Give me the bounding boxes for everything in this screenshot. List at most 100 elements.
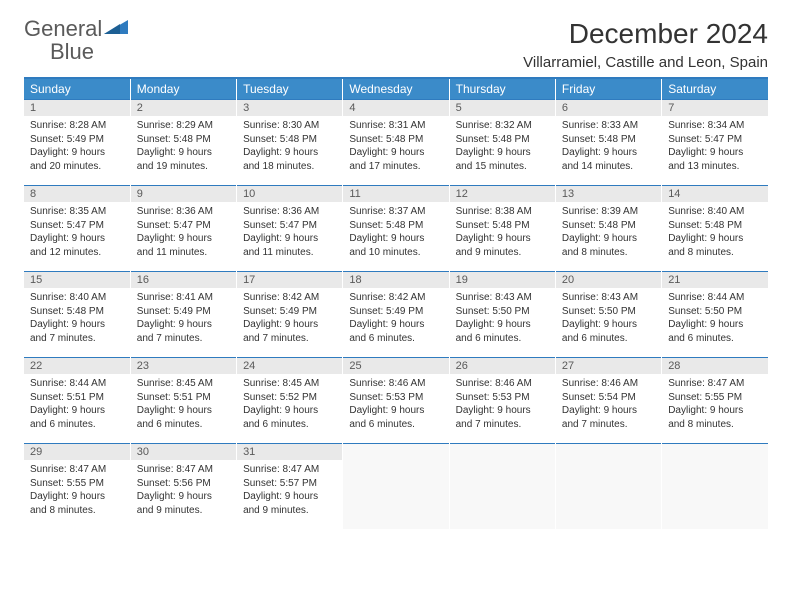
location-text: Villarramiel, Castille and Leon, Spain: [523, 54, 768, 71]
calendar-cell: 7Sunrise: 8:34 AMSunset: 5:47 PMDaylight…: [662, 99, 768, 185]
calendar-cell: 13Sunrise: 8:39 AMSunset: 5:48 PMDayligh…: [555, 185, 661, 271]
calendar-cell-empty: [449, 443, 555, 529]
day-number: 2: [131, 99, 236, 116]
calendar-cell: 1Sunrise: 8:28 AMSunset: 5:49 PMDaylight…: [24, 99, 130, 185]
calendar-cell-empty: [343, 443, 449, 529]
day-details: Sunrise: 8:47 AMSunset: 5:55 PMDaylight:…: [662, 374, 768, 437]
calendar-cell: 8Sunrise: 8:35 AMSunset: 5:47 PMDaylight…: [24, 185, 130, 271]
calendar-cell: 24Sunrise: 8:45 AMSunset: 5:52 PMDayligh…: [237, 357, 343, 443]
calendar-row: 15Sunrise: 8:40 AMSunset: 5:48 PMDayligh…: [24, 271, 768, 357]
day-details: Sunrise: 8:40 AMSunset: 5:48 PMDaylight:…: [24, 288, 130, 351]
day-details: Sunrise: 8:42 AMSunset: 5:49 PMDaylight:…: [237, 288, 342, 351]
day-details: Sunrise: 8:28 AMSunset: 5:49 PMDaylight:…: [24, 116, 130, 179]
calendar-cell: 27Sunrise: 8:46 AMSunset: 5:54 PMDayligh…: [555, 357, 661, 443]
calendar-cell: 2Sunrise: 8:29 AMSunset: 5:48 PMDaylight…: [130, 99, 236, 185]
calendar-cell: 28Sunrise: 8:47 AMSunset: 5:55 PMDayligh…: [662, 357, 768, 443]
calendar-cell: 6Sunrise: 8:33 AMSunset: 5:48 PMDaylight…: [555, 99, 661, 185]
calendar-cell: 17Sunrise: 8:42 AMSunset: 5:49 PMDayligh…: [237, 271, 343, 357]
day-details: Sunrise: 8:43 AMSunset: 5:50 PMDaylight:…: [556, 288, 661, 351]
day-number: 7: [662, 99, 768, 116]
day-number: 22: [24, 357, 130, 374]
calendar-cell: 9Sunrise: 8:36 AMSunset: 5:47 PMDaylight…: [130, 185, 236, 271]
weekday-header: Saturday: [662, 79, 768, 99]
day-number: 28: [662, 357, 768, 374]
calendar-cell: 21Sunrise: 8:44 AMSunset: 5:50 PMDayligh…: [662, 271, 768, 357]
day-details: Sunrise: 8:47 AMSunset: 5:55 PMDaylight:…: [24, 460, 130, 523]
calendar-row: 29Sunrise: 8:47 AMSunset: 5:55 PMDayligh…: [24, 443, 768, 529]
weekday-header: Wednesday: [343, 79, 449, 99]
weekday-header: Thursday: [449, 79, 555, 99]
day-details: Sunrise: 8:46 AMSunset: 5:53 PMDaylight:…: [343, 374, 448, 437]
calendar-cell: 10Sunrise: 8:36 AMSunset: 5:47 PMDayligh…: [237, 185, 343, 271]
day-details: Sunrise: 8:29 AMSunset: 5:48 PMDaylight:…: [131, 116, 236, 179]
brand-logo: General Blue: [24, 18, 128, 64]
day-details: Sunrise: 8:47 AMSunset: 5:56 PMDaylight:…: [131, 460, 236, 523]
brand-part1: General: [24, 16, 102, 41]
day-details: Sunrise: 8:44 AMSunset: 5:50 PMDaylight:…: [662, 288, 768, 351]
calendar-cell: 30Sunrise: 8:47 AMSunset: 5:56 PMDayligh…: [130, 443, 236, 529]
day-number: 23: [131, 357, 236, 374]
day-number: 30: [131, 443, 236, 460]
day-details: Sunrise: 8:42 AMSunset: 5:49 PMDaylight:…: [343, 288, 448, 351]
calendar-cell: 12Sunrise: 8:38 AMSunset: 5:48 PMDayligh…: [449, 185, 555, 271]
day-number: 4: [343, 99, 448, 116]
day-number: 29: [24, 443, 130, 460]
day-details: Sunrise: 8:36 AMSunset: 5:47 PMDaylight:…: [131, 202, 236, 265]
calendar-cell: 19Sunrise: 8:43 AMSunset: 5:50 PMDayligh…: [449, 271, 555, 357]
day-number: 16: [131, 271, 236, 288]
day-number: 8: [24, 185, 130, 202]
calendar-cell: 15Sunrise: 8:40 AMSunset: 5:48 PMDayligh…: [24, 271, 130, 357]
day-details: Sunrise: 8:46 AMSunset: 5:53 PMDaylight:…: [450, 374, 555, 437]
calendar-cell: 22Sunrise: 8:44 AMSunset: 5:51 PMDayligh…: [24, 357, 130, 443]
calendar-cell: 18Sunrise: 8:42 AMSunset: 5:49 PMDayligh…: [343, 271, 449, 357]
day-details: Sunrise: 8:33 AMSunset: 5:48 PMDaylight:…: [556, 116, 661, 179]
day-details: Sunrise: 8:43 AMSunset: 5:50 PMDaylight:…: [450, 288, 555, 351]
month-title: December 2024: [523, 18, 768, 50]
day-number: 1: [24, 99, 130, 116]
day-number: 10: [237, 185, 342, 202]
day-details: Sunrise: 8:40 AMSunset: 5:48 PMDaylight:…: [662, 202, 768, 265]
day-number: 20: [556, 271, 661, 288]
calendar-cell: 29Sunrise: 8:47 AMSunset: 5:55 PMDayligh…: [24, 443, 130, 529]
day-details: Sunrise: 8:45 AMSunset: 5:51 PMDaylight:…: [131, 374, 236, 437]
calendar-cell: 5Sunrise: 8:32 AMSunset: 5:48 PMDaylight…: [449, 99, 555, 185]
day-number: 11: [343, 185, 448, 202]
day-number: 21: [662, 271, 768, 288]
weekday-header: Tuesday: [237, 79, 343, 99]
calendar-cell: 25Sunrise: 8:46 AMSunset: 5:53 PMDayligh…: [343, 357, 449, 443]
calendar-cell: 11Sunrise: 8:37 AMSunset: 5:48 PMDayligh…: [343, 185, 449, 271]
day-details: Sunrise: 8:31 AMSunset: 5:48 PMDaylight:…: [343, 116, 448, 179]
day-details: Sunrise: 8:44 AMSunset: 5:51 PMDaylight:…: [24, 374, 130, 437]
day-details: Sunrise: 8:30 AMSunset: 5:48 PMDaylight:…: [237, 116, 342, 179]
day-number: 14: [662, 185, 768, 202]
calendar-cell-empty: [662, 443, 768, 529]
day-details: Sunrise: 8:36 AMSunset: 5:47 PMDaylight:…: [237, 202, 342, 265]
day-details: Sunrise: 8:37 AMSunset: 5:48 PMDaylight:…: [343, 202, 448, 265]
brand-triangle-icon: [104, 18, 128, 39]
day-number: 17: [237, 271, 342, 288]
day-number: 31: [237, 443, 342, 460]
day-number: 3: [237, 99, 342, 116]
calendar-cell: 31Sunrise: 8:47 AMSunset: 5:57 PMDayligh…: [237, 443, 343, 529]
weekday-header: Friday: [555, 79, 661, 99]
calendar-row: 1Sunrise: 8:28 AMSunset: 5:49 PMDaylight…: [24, 99, 768, 185]
day-details: Sunrise: 8:38 AMSunset: 5:48 PMDaylight:…: [450, 202, 555, 265]
day-number: 27: [556, 357, 661, 374]
weekday-header: Monday: [130, 79, 236, 99]
day-details: Sunrise: 8:41 AMSunset: 5:49 PMDaylight:…: [131, 288, 236, 351]
calendar-cell: 20Sunrise: 8:43 AMSunset: 5:50 PMDayligh…: [555, 271, 661, 357]
day-details: Sunrise: 8:32 AMSunset: 5:48 PMDaylight:…: [450, 116, 555, 179]
calendar-row: 22Sunrise: 8:44 AMSunset: 5:51 PMDayligh…: [24, 357, 768, 443]
day-number: 18: [343, 271, 448, 288]
day-number: 19: [450, 271, 555, 288]
weekday-header: Sunday: [24, 79, 130, 99]
day-number: 25: [343, 357, 448, 374]
calendar-table: Sunday Monday Tuesday Wednesday Thursday…: [24, 79, 768, 529]
day-details: Sunrise: 8:39 AMSunset: 5:48 PMDaylight:…: [556, 202, 661, 265]
page-header: General Blue December 2024 Villarramiel,…: [24, 18, 768, 71]
day-number: 9: [131, 185, 236, 202]
title-block: December 2024 Villarramiel, Castille and…: [523, 18, 768, 71]
day-details: Sunrise: 8:45 AMSunset: 5:52 PMDaylight:…: [237, 374, 342, 437]
day-number: 24: [237, 357, 342, 374]
day-number: 6: [556, 99, 661, 116]
